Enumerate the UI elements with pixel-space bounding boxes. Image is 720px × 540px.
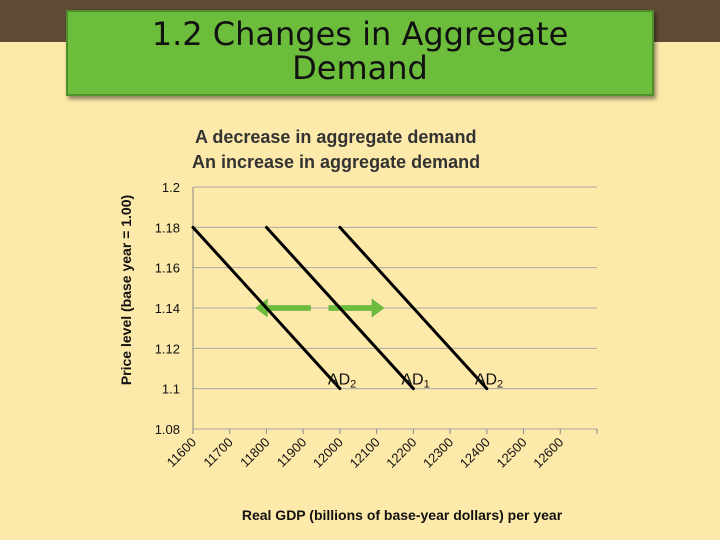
curve-label-ad2: AD2: [475, 372, 503, 391]
x-tick-label: 12500: [493, 435, 529, 471]
x-tick-label: 12400: [457, 435, 493, 471]
y-tick-label: 1.14: [155, 301, 180, 316]
title-box: 1.2 Changes in Aggregate Demand: [66, 10, 654, 96]
x-tick-label: 12200: [383, 435, 419, 471]
y-tick-label: 1.1: [162, 382, 180, 397]
chart-ticks: 1.08 1.1 1.12 1.14 1.16 1.18 1.2 11600 11700 1180…: [155, 180, 567, 471]
y-tick-label: 1.2: [162, 180, 180, 195]
chart-grid: [192, 186, 598, 434]
x-tick-label: 11800: [237, 435, 272, 470]
y-axis-label: Price level (base year = 1.00): [118, 195, 134, 385]
curve-label-ad1: AD1: [401, 372, 429, 391]
shift-arrow-left: [255, 298, 311, 318]
x-tick-label: 11900: [274, 435, 309, 470]
y-tick-label: 1.12: [155, 341, 180, 356]
x-tick-label: 12000: [310, 435, 346, 471]
x-tick-label: 12300: [420, 435, 456, 471]
page-title-line-1: 1.2 Changes in Aggregate: [151, 15, 569, 53]
demand-curve-ad1-1: [264, 225, 415, 391]
demand-curve-ad2-2: [338, 225, 489, 391]
x-tick-label: 11700: [200, 435, 235, 470]
demand-curve-ad2-0: [191, 225, 342, 391]
chart-title-line-1: A decrease in aggregate demand: [195, 127, 476, 147]
x-tick-label: 11600: [164, 435, 199, 470]
chart-curves: [191, 225, 489, 391]
x-tick-label: 12600: [530, 435, 566, 471]
chart-title-line-2: An increase in aggregate demand: [192, 152, 480, 172]
page-title-line-2: Demand: [292, 49, 428, 87]
curve-label-ad2: AD2: [328, 372, 356, 391]
chart-arrows: [255, 298, 385, 318]
x-tick-label: 12100: [347, 435, 383, 471]
y-tick-label: 1.08: [155, 422, 180, 437]
shift-arrow-right: [328, 298, 385, 318]
x-axis-label: Real GDP (billions of base-year dollars)…: [242, 507, 563, 523]
y-tick-label: 1.18: [155, 220, 180, 235]
y-tick-label: 1.16: [155, 261, 180, 276]
